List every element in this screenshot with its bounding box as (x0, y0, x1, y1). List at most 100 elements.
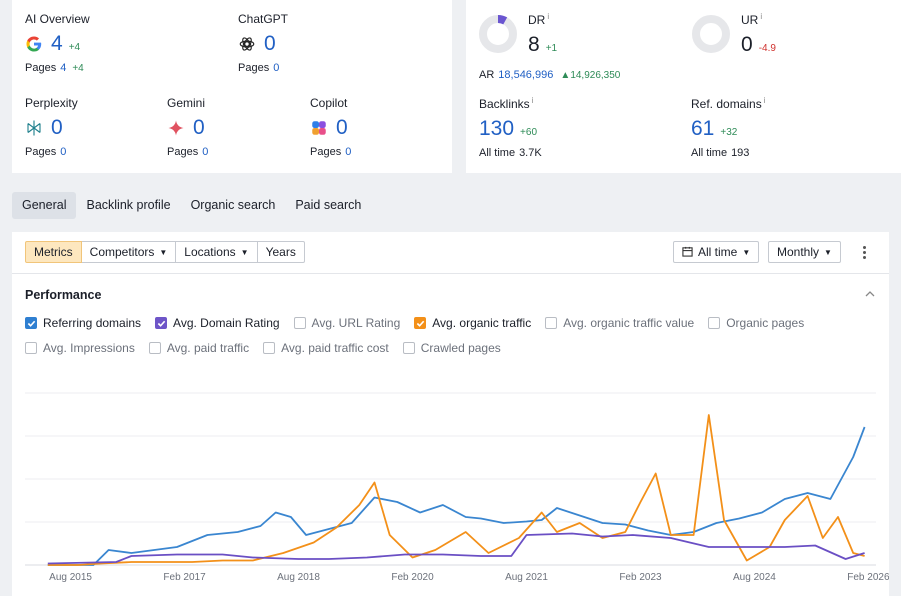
check-icon (27, 320, 35, 327)
metric-checkboxes-row-1: Referring domains Avg. Domain Rating Avg. … (25, 316, 818, 330)
gemini-label: Gemini (167, 96, 206, 110)
ar-label: AR (479, 69, 495, 81)
checkbox-box[interactable] (263, 342, 276, 354)
locations-dropdown[interactable]: Locations ▼ (176, 241, 258, 263)
ar-value[interactable]: 18,546,996 (498, 69, 554, 81)
ref-domains-value[interactable]: 61 (691, 117, 715, 140)
chatgpt-pages[interactable]: 0 (273, 62, 280, 74)
check-icon (157, 320, 165, 327)
checkbox-box[interactable] (402, 342, 415, 354)
divider (12, 273, 889, 274)
gemini-metric[interactable]: Gemini 0 Pages 0 (167, 96, 208, 158)
chatgpt-metric[interactable]: ChatGPT 0 Pages 0 (238, 12, 288, 74)
x-tick-label: Aug 2015 (49, 572, 92, 583)
ur-metric[interactable]: UR i 0 -4.9 (741, 12, 776, 57)
checkbox-box[interactable] (25, 317, 37, 329)
series-line-referring-domains[interactable] (47, 426, 866, 566)
checkbox-avg-domain-rating[interactable]: Avg. Domain Rating (155, 316, 280, 330)
copilot-pages[interactable]: 0 (345, 146, 352, 158)
checkbox-box[interactable] (414, 317, 427, 329)
x-tick-label: Feb 2023 (619, 572, 662, 583)
perplexity-metric[interactable]: Perplexity 0 Pages 0 (25, 96, 78, 158)
performance-panel: Metrics Competitors ▼ Locations ▼ Years Al… (12, 232, 889, 596)
checkbox-avg-impressions[interactable]: Avg. Impressions (25, 341, 135, 355)
more-options-icon[interactable] (857, 241, 871, 263)
dr-label: DR (528, 13, 546, 27)
chart-toolbar: Metrics Competitors ▼ Locations ▼ Years (25, 241, 305, 263)
ai-overview-metric[interactable]: AI Overview 4 +4 Pages 4 +4 (25, 12, 90, 74)
checkbox-avg-organic-traffic[interactable]: Avg. organic traffic (414, 316, 531, 330)
checkbox-organic-pages[interactable]: Organic pages (708, 316, 804, 330)
checkbox-box[interactable] (155, 317, 168, 329)
ur-delta: -4.9 (758, 43, 776, 54)
checkbox-label: Avg. URL Rating (311, 316, 401, 330)
ref-domains-metric[interactable]: Ref. domains i 61 +32 All time 193 (691, 96, 765, 159)
ur-value: 0 (741, 33, 753, 56)
tab-paid-search[interactable]: Paid search (295, 198, 362, 212)
series-line-avg-domain-rating[interactable] (47, 532, 865, 565)
google-icon (26, 36, 42, 52)
perplexity-pages[interactable]: 0 (60, 146, 67, 158)
check-icon (416, 320, 425, 327)
checkbox-crawled-pages[interactable]: Crawled pages (402, 341, 501, 355)
chatgpt-value[interactable]: 0 (264, 32, 276, 55)
dr-metric[interactable]: DR i 8 +1 (528, 12, 557, 57)
chevron-up-icon[interactable] (865, 289, 875, 299)
x-tick-label: Feb 2026 (847, 572, 889, 583)
series-line-avg-organic-traffic[interactable] (47, 414, 865, 566)
up-arrow-icon: ▲ (560, 70, 571, 81)
perplexity-value[interactable]: 0 (51, 116, 63, 139)
ai-overview-value[interactable]: 4 (51, 32, 63, 55)
checkbox-box[interactable] (293, 317, 306, 329)
chatgpt-icon (239, 37, 255, 51)
checkbox-box[interactable] (148, 342, 161, 354)
tab-backlink-profile[interactable]: Backlink profile (86, 198, 171, 212)
backlinks-metric[interactable]: Backlinks i 130 +60 All time 3.7K (479, 96, 542, 159)
checkbox-avg-paid-traffic[interactable]: Avg. paid traffic (148, 341, 249, 355)
calendar-icon (682, 246, 693, 257)
tab-organic-search[interactable]: Organic search (190, 198, 276, 212)
metric-checkboxes-row-2: Avg. Impressions Avg. paid traffic Avg. pa… (25, 341, 515, 355)
ai-overview-label: AI Overview (25, 12, 90, 26)
seo-metrics-card: DR i 8 +1 AR 18,546,996 ▲14,926,350 UR i 0 -4… (466, 0, 901, 173)
checkbox-label: Avg. Domain Rating (173, 316, 280, 330)
info-icon[interactable]: i (547, 12, 550, 21)
gemini-pages[interactable]: 0 (202, 146, 209, 158)
copilot-label: Copilot (310, 96, 348, 110)
performance-chart[interactable]: Aug 2015 Feb 2017 Aug 2018 Feb 2020 Aug 2021… (12, 382, 889, 596)
copilot-value[interactable]: 0 (336, 116, 348, 139)
gemini-icon (168, 120, 184, 136)
date-range-dropdown[interactable]: All time ▼ (673, 241, 760, 263)
metrics-button[interactable]: Metrics (25, 241, 82, 263)
checkbox-box[interactable] (25, 342, 37, 354)
checkbox-avg-url-rating[interactable]: Avg. URL Rating (293, 316, 401, 330)
checkbox-label: Organic pages (726, 316, 805, 330)
ref-domains-delta: +32 (720, 127, 738, 138)
gemini-value[interactable]: 0 (193, 116, 205, 139)
info-icon[interactable]: i (531, 96, 534, 105)
ar-delta: ▲14,926,350 (560, 70, 621, 81)
info-icon[interactable]: i (763, 96, 766, 105)
checkbox-avg-organic-traffic-value[interactable]: Avg. organic traffic value (545, 316, 694, 330)
ai-overview-delta: +4 (68, 42, 81, 53)
x-tick-label: Feb 2020 (391, 572, 434, 583)
ai-overview-pages[interactable]: 4 (60, 62, 67, 74)
dr-value: 8 (528, 33, 540, 56)
dr-delta: +1 (545, 43, 558, 54)
chevron-down-icon: ▼ (240, 248, 249, 257)
checkbox-avg-paid-traffic-cost[interactable]: Avg. paid traffic cost (263, 341, 389, 355)
checkbox-box[interactable] (545, 317, 558, 329)
tab-general[interactable]: General (12, 192, 77, 219)
x-tick-label: Feb 2017 (163, 572, 206, 583)
info-icon[interactable]: i (760, 12, 763, 21)
checkbox-label: Avg. paid traffic cost (281, 341, 389, 355)
ur-label: UR (741, 13, 759, 27)
copilot-metric[interactable]: Copilot 0 Pages 0 (310, 96, 351, 158)
years-button[interactable]: Years (257, 241, 305, 263)
interval-dropdown[interactable]: Monthly ▼ (768, 241, 841, 263)
performance-title: Performance (25, 288, 102, 302)
checkbox-box[interactable] (708, 317, 721, 329)
competitors-dropdown[interactable]: Competitors ▼ (81, 241, 177, 263)
checkbox-referring-domains[interactable]: Referring domains (25, 316, 141, 330)
backlinks-value[interactable]: 130 (479, 117, 515, 140)
